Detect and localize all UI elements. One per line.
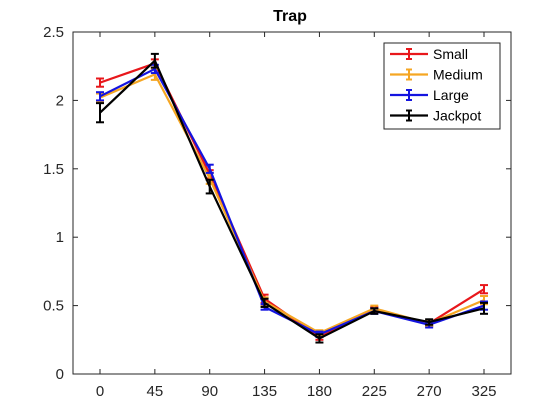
error-bar [96,91,104,102]
x-tick-label: 90 [201,383,218,400]
error-bar [425,318,434,326]
legend-label: Large [433,87,469,103]
x-tick-label: 225 [362,383,387,400]
series-layer [96,52,488,344]
x-tick-label: 180 [307,383,332,400]
series-line [99,59,485,340]
x-axis: 0 45 90 135 180 225 270 325 [96,32,497,400]
y-tick-label: 1.5 [43,161,64,178]
legend-label: Jackpot [433,108,481,124]
x-tick-label: 325 [471,383,496,400]
error-bar [96,102,104,124]
legend-label: Medium [433,67,483,83]
y-tick-label: 1 [56,229,64,246]
error-bar [315,333,324,344]
error-bar [480,284,488,295]
legend-item-jackpot: Jackpot [390,108,481,124]
legend-item-small: Small [390,46,468,62]
chart-title: Trap [273,8,307,25]
y-axis: 0 0.5 1 1.5 2 2.5 [43,24,511,383]
legend-item-medium: Medium [390,67,483,83]
error-bar [260,297,269,308]
error-bar [205,178,214,195]
error-bar [480,301,488,315]
legend: Small Medium Large Jackpot [383,42,501,130]
series-jackpot [96,52,488,344]
error-bar [96,77,104,88]
y-tick-label: 2.5 [43,24,64,41]
error-bar [150,52,159,69]
y-tick-label: 2 [56,92,64,109]
x-tick-label: 135 [252,383,277,400]
y-tick-label: 0.5 [43,298,64,315]
x-tick-label: 270 [417,383,442,400]
x-tick-label: 0 [96,383,104,400]
x-tick-label: 45 [147,383,164,400]
legend-label: Small [433,46,468,62]
legend-item-large: Large [390,87,469,103]
y-tick-label: 0 [56,366,64,383]
error-bar [370,307,379,315]
error-bar [205,163,214,174]
